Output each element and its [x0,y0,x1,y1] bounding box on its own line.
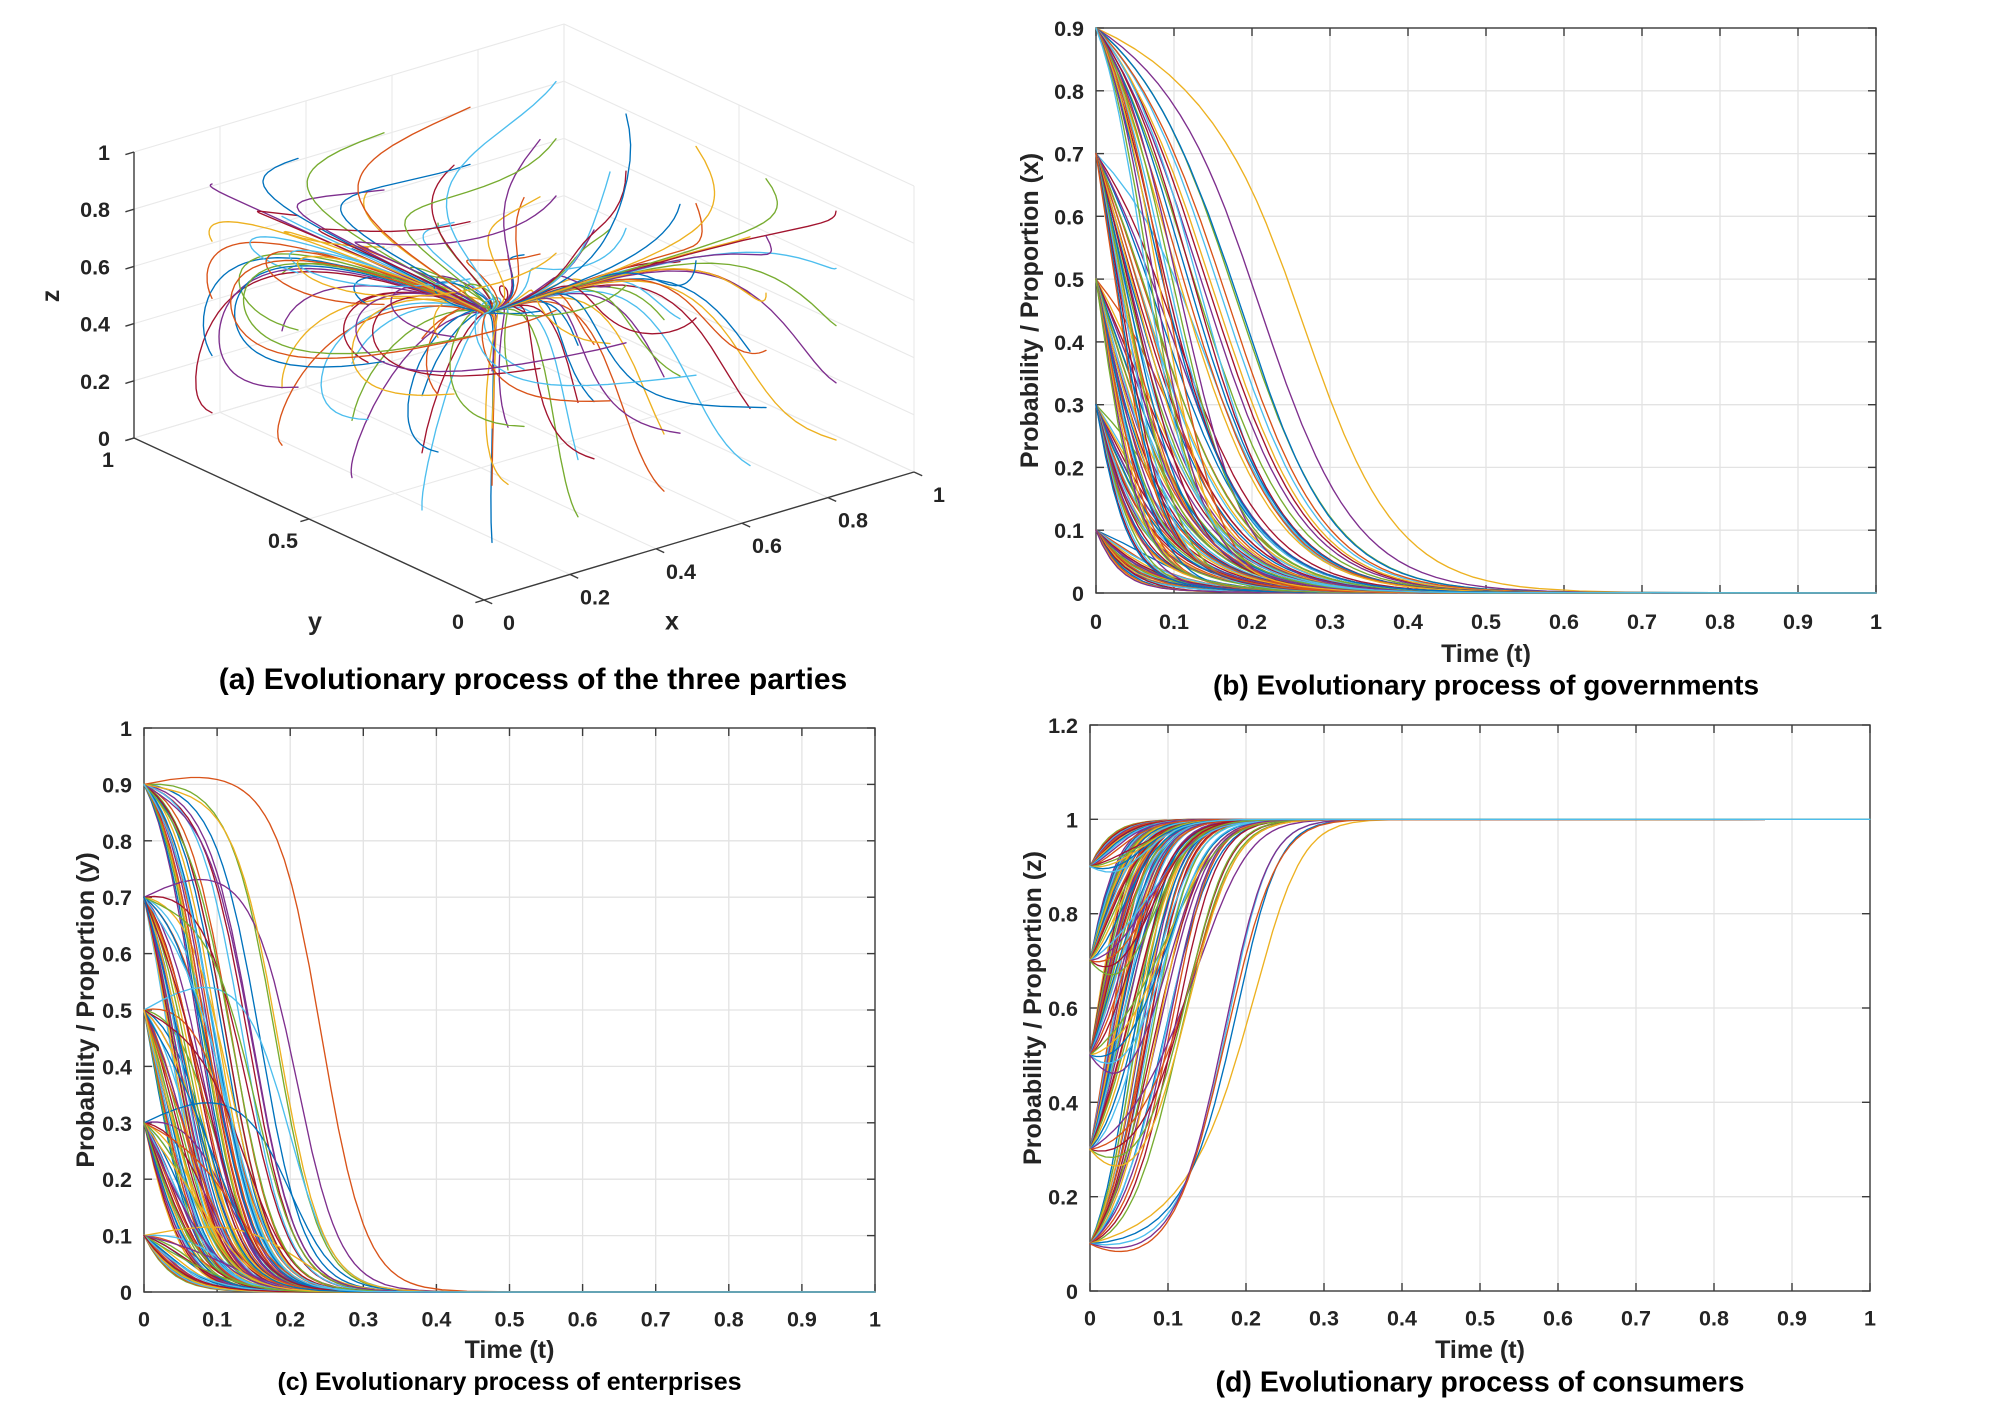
svg-text:0.4: 0.4 [1387,1307,1417,1331]
svg-text:0.9: 0.9 [102,773,132,797]
svg-text:0.3: 0.3 [102,1112,132,1136]
svg-text:0.5: 0.5 [268,529,298,553]
svg-text:1: 1 [933,483,945,507]
svg-text:0.2: 0.2 [580,585,610,609]
svg-text:0.3: 0.3 [1054,394,1084,418]
svg-text:0.6: 0.6 [568,1308,598,1332]
svg-text:0.1: 0.1 [1054,519,1084,543]
svg-text:0.5: 0.5 [495,1308,525,1332]
svg-text:Time (t): Time (t) [1441,640,1531,668]
svg-text:0: 0 [1066,1280,1078,1304]
svg-text:0.8: 0.8 [1054,80,1084,104]
svg-text:1: 1 [98,141,110,165]
svg-text:0.8: 0.8 [838,509,868,533]
svg-text:0.7: 0.7 [641,1308,671,1332]
svg-text:0.8: 0.8 [1705,610,1735,634]
svg-text:0.3: 0.3 [1315,610,1345,634]
svg-text:(a) Evolutionary process of th: (a) Evolutionary process of the three pa… [219,663,848,696]
svg-text:0.4: 0.4 [421,1308,451,1332]
svg-text:0: 0 [138,1308,150,1332]
svg-text:0.9: 0.9 [1777,1307,1807,1331]
svg-text:0.5: 0.5 [102,999,132,1023]
svg-text:0.8: 0.8 [714,1308,744,1332]
svg-text:Time (t): Time (t) [1435,1336,1525,1364]
svg-text:0.1: 0.1 [102,1225,132,1249]
svg-text:Time (t): Time (t) [465,1336,555,1364]
svg-text:0.5: 0.5 [1471,610,1501,634]
svg-text:1: 1 [1066,808,1078,832]
svg-text:0.2: 0.2 [102,1168,132,1192]
svg-text:0.7: 0.7 [1621,1307,1651,1331]
svg-text:0.8: 0.8 [1048,903,1078,927]
svg-text:0.3: 0.3 [348,1308,378,1332]
svg-text:0.6: 0.6 [1054,205,1084,229]
svg-text:0.6: 0.6 [102,943,132,967]
svg-text:x: x [665,608,679,636]
svg-text:0.2: 0.2 [80,370,110,394]
svg-text:0: 0 [1090,610,1102,634]
svg-text:0.6: 0.6 [1549,610,1579,634]
svg-text:0.8: 0.8 [80,198,110,222]
svg-text:1.2: 1.2 [1048,714,1078,738]
svg-text:1: 1 [120,717,132,741]
svg-text:(c) Evolutionary process of en: (c) Evolutionary process of enterprises [277,1368,741,1396]
svg-text:0.3: 0.3 [1309,1307,1339,1331]
svg-text:1: 1 [1864,1307,1876,1331]
svg-text:0: 0 [98,427,110,451]
svg-text:0.1: 0.1 [1159,610,1189,634]
svg-text:0: 0 [452,610,464,634]
svg-text:1: 1 [102,448,114,472]
svg-text:Probability / Proportion (z): Probability / Proportion (z) [1019,851,1047,1165]
svg-text:0.1: 0.1 [202,1308,232,1332]
svg-text:0.6: 0.6 [1543,1307,1573,1331]
svg-text:(d) Evolutionary process of co: (d) Evolutionary process of consumers [1216,1367,1745,1399]
svg-text:0: 0 [120,1281,132,1305]
svg-text:1: 1 [869,1308,881,1332]
svg-text:0.2: 0.2 [1231,1307,1261,1331]
svg-text:z: z [37,290,65,303]
svg-text:0.2: 0.2 [1048,1186,1078,1210]
svg-text:0.8: 0.8 [1699,1307,1729,1331]
svg-text:0.7: 0.7 [1627,610,1657,634]
svg-text:0.5: 0.5 [1465,1307,1495,1331]
svg-text:Probability / Proportion (y): Probability / Proportion (y) [72,852,100,1167]
svg-text:0.7: 0.7 [102,886,132,910]
svg-text:0.6: 0.6 [1048,997,1078,1021]
svg-text:0.6: 0.6 [752,534,782,558]
svg-text:0.2: 0.2 [275,1308,305,1332]
svg-text:0.6: 0.6 [80,255,110,279]
svg-text:y: y [308,608,322,636]
svg-text:0.2: 0.2 [1237,610,1267,634]
svg-text:(b) Evolutionary process of go: (b) Evolutionary process of governments [1213,670,1759,701]
svg-text:Probability / Proportion (x): Probability / Proportion (x) [1016,153,1044,468]
svg-text:0.4: 0.4 [102,1055,132,1079]
svg-text:0.5: 0.5 [1054,268,1084,292]
svg-text:0.7: 0.7 [1054,143,1084,167]
svg-text:0.1: 0.1 [1153,1307,1183,1331]
svg-text:0.4: 0.4 [1054,331,1084,355]
svg-text:0.4: 0.4 [1048,1091,1078,1115]
svg-text:0.8: 0.8 [102,830,132,854]
svg-text:0: 0 [1072,582,1084,606]
svg-text:1: 1 [1870,610,1882,634]
svg-text:0.9: 0.9 [1783,610,1813,634]
svg-text:0: 0 [1084,1307,1096,1331]
svg-text:0.4: 0.4 [666,560,696,584]
svg-text:0.2: 0.2 [1054,456,1084,480]
svg-text:0.4: 0.4 [80,313,110,337]
svg-text:0.9: 0.9 [1054,17,1084,41]
svg-text:0: 0 [503,611,515,635]
svg-text:0.9: 0.9 [787,1308,817,1332]
svg-text:0.4: 0.4 [1393,610,1423,634]
